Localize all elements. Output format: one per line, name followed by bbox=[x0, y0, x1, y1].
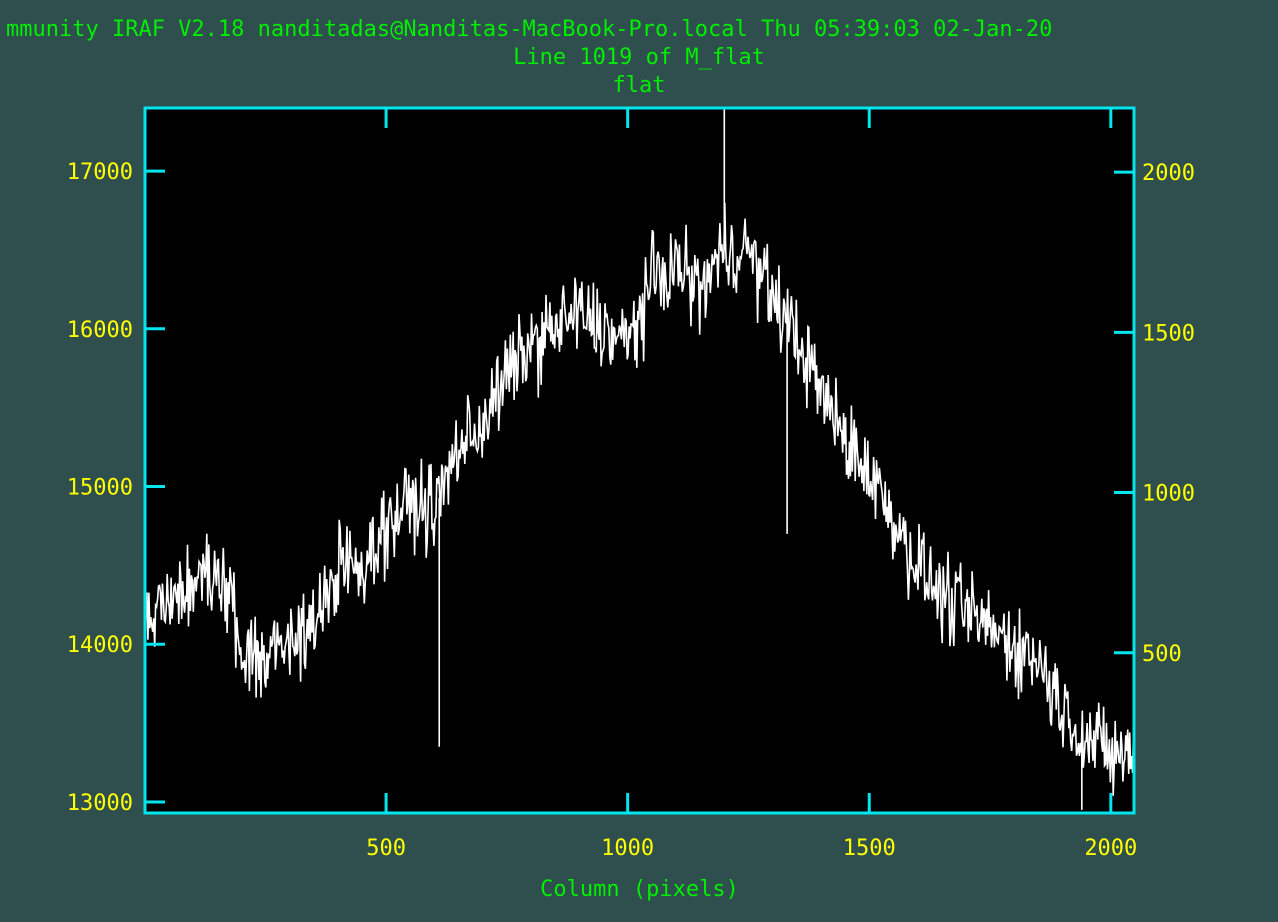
right-y-tick-label: 1000 bbox=[1142, 482, 1195, 507]
line-info-header: Line 1019 of M_flat bbox=[513, 45, 765, 70]
y-tick-label: 17000 bbox=[67, 160, 133, 185]
y-tick-label: 13000 bbox=[67, 791, 133, 816]
right-y-tick-label: 1500 bbox=[1142, 321, 1195, 346]
x-axis-label: Column (pixels) bbox=[540, 877, 739, 902]
data-layer bbox=[144, 108, 1135, 810]
axes-frame bbox=[143, 106, 1136, 815]
right-y-tick-label: 500 bbox=[1142, 642, 1182, 667]
x-tick-label: 500 bbox=[366, 836, 406, 861]
right-y-tick-label: 2000 bbox=[1142, 161, 1195, 186]
system-info-header: mmunity IRAF V2.18 nanditadas@Nanditas-M… bbox=[6, 17, 1053, 42]
x-tick-label: 1000 bbox=[601, 836, 654, 861]
y-tick-label: 16000 bbox=[67, 318, 133, 343]
y-tick-label: 14000 bbox=[67, 633, 133, 658]
plot-area bbox=[145, 108, 1134, 813]
axes-layer: 500 1000 1500 2000 13000 14000 15000 16000 17000… bbox=[67, 106, 1195, 861]
plot-title: flat bbox=[612, 73, 666, 98]
data-trace bbox=[144, 202, 1135, 796]
x-tick-label: 1500 bbox=[843, 836, 896, 861]
y-tick-label: 15000 bbox=[67, 476, 133, 501]
x-tick-label: 2000 bbox=[1084, 836, 1137, 861]
